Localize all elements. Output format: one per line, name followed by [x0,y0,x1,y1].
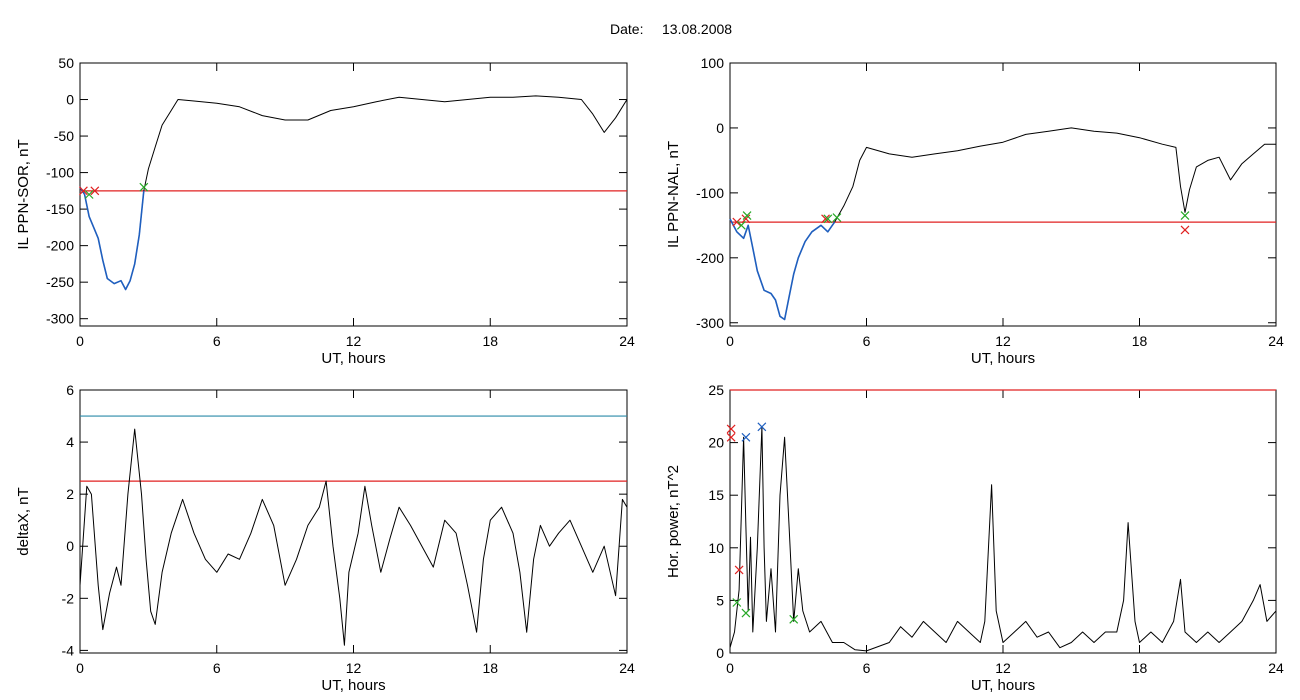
x-tick-label: 18 [482,333,498,349]
y-tick-label: -250 [46,274,74,290]
y-tick-label: 0 [66,92,74,108]
y-tick-label: -2 [62,590,75,606]
marker-green [741,608,751,618]
marker-red [90,186,100,196]
marker-green [832,213,842,222]
y-tick-label: 5 [716,592,724,608]
series-line [729,426,1277,652]
y-tick-label: 0 [716,120,724,136]
x-tick-label: 18 [482,660,498,676]
x-tick-label: 6 [213,333,221,349]
marker-green [732,598,742,607]
marker-red [732,217,742,227]
marker-green [742,211,752,221]
x-tick-label: 12 [346,660,362,676]
marker-green [823,214,833,224]
plot-frame [729,389,1277,654]
marker-blue [757,422,767,432]
x-tick-label: 6 [863,660,871,676]
x-tick-label: 18 [1132,660,1148,676]
x-tick-label: 12 [346,333,362,349]
date-value: 13.08.2008 [662,21,732,37]
marker-blue [741,432,751,442]
y-tick-label: 0 [66,538,74,554]
y-axis-label: IL PPN-SOR, nT [15,139,32,249]
y-tick-label: 50 [58,55,74,71]
y-tick-label: 6 [66,382,74,398]
highlighted-interval-line [79,186,145,291]
y-tick-label: 0 [716,645,724,661]
marker-green [1180,211,1190,221]
y-tick-label: -300 [696,315,724,331]
highlighted-interval-line [729,218,836,321]
y-tick-label: -50 [54,128,74,144]
y-tick-label: 20 [708,435,724,451]
y-tick-label: -100 [46,165,74,181]
y-axis-label: IL PPN-NAL, nT [665,141,682,248]
chart-panel-1: 0 6 12 18 24 -300 -250 -200 -150 -100 -50 0 50 UT, ho… [15,55,635,367]
x-tick-label: 24 [1268,333,1284,349]
y-tick-label: -100 [696,185,724,201]
y-tick-label: -4 [62,642,75,658]
x-tick-label: 24 [619,333,635,349]
y-tick-label: 2 [66,486,74,502]
x-tick-label: 6 [213,660,221,676]
series-line [79,428,628,646]
marker-red [726,432,736,442]
plot-frame [729,62,1277,327]
y-tick-label: 100 [701,55,725,71]
y-tick-label: 4 [66,434,74,450]
series-line [79,95,628,290]
y-tick-label: -150 [46,201,74,217]
series-line [729,127,1276,320]
x-tick-label: 24 [619,660,635,676]
y-tick-label: -200 [696,250,724,266]
marker-red [1180,225,1190,235]
marker-green [139,182,149,192]
x-axis-label: UT, hours [321,350,385,367]
chart-panel-2: 0 6 12 18 24 -300 -200 -100 0 100 UT, hours IL PPN-… [665,55,1284,367]
x-axis-label: UT, hours [971,350,1035,367]
y-tick-label: 15 [708,487,724,503]
x-axis-label: UT, hours [321,677,385,694]
y-tick-label: -300 [46,311,74,327]
plot-frame [79,62,628,327]
x-tick-label: 0 [76,660,84,676]
marker-red [726,424,736,434]
marker-red [821,214,830,224]
x-tick-label: 0 [76,333,84,349]
x-tick-label: 6 [863,333,871,349]
marker-red [78,186,88,196]
y-tick-label: 25 [708,382,724,398]
x-tick-label: 24 [1268,660,1284,676]
plot-frame [79,389,628,654]
marker-green [789,614,799,624]
x-tick-label: 12 [995,333,1011,349]
y-axis-label: deltaX, nT [15,487,32,555]
y-axis-label: Hor. power, nT^2 [665,465,682,578]
x-tick-label: 0 [726,660,734,676]
y-tick-label: 10 [708,540,724,556]
marker-red [741,214,751,224]
x-tick-label: 12 [995,660,1011,676]
x-tick-label: 18 [1132,333,1148,349]
marker-red [734,565,744,575]
marker-green [84,190,94,199]
marker-green [736,220,746,230]
date-label: Date: [610,21,643,37]
chart-panel-4: 0 6 12 18 24 0 5 10 15 20 25 UT, hours Hor. power, n… [665,382,1284,694]
x-axis-label: UT, hours [971,677,1035,694]
x-tick-label: 0 [726,333,734,349]
y-tick-label: -200 [46,238,74,254]
